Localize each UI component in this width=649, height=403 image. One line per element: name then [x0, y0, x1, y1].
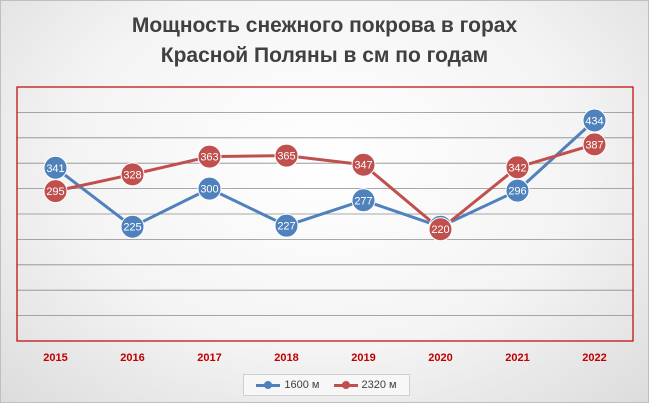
data-point-series-2: [351, 152, 376, 177]
chart-legend: 1600 м 2320 м: [243, 374, 410, 396]
data-label-series-1: 300: [200, 184, 218, 196]
x-tick-label: 2022: [582, 352, 606, 364]
data-label-series-2: 387: [585, 139, 603, 151]
data-point-series-2: [274, 143, 299, 168]
data-point-series-2: [120, 162, 145, 187]
data-label-series-2: 347: [354, 160, 372, 172]
legend-swatch-series-2: [333, 380, 358, 389]
data-point-series-1: [274, 213, 299, 238]
data-label-series-1: 296: [508, 186, 526, 198]
series-line-1: [54, 119, 596, 229]
x-tick-label: 2016: [120, 352, 144, 364]
data-point-series-1: [120, 214, 145, 239]
x-tick-label: 2015: [43, 352, 67, 364]
data-label-series-2: 295: [46, 186, 64, 198]
data-label-series-1: 434: [585, 116, 603, 128]
data-point-series-1: [351, 188, 376, 213]
data-label-series-2: 328: [123, 169, 141, 181]
data-label-series-1: 225: [123, 222, 141, 234]
x-tick-label: 2018: [274, 352, 298, 364]
data-point-series-2: [197, 144, 222, 169]
chart-title: Мощность снежного покрова в горах Красно…: [1, 11, 648, 71]
plot-area-border: [16, 86, 634, 342]
legend-item-series-2: 2320 м: [333, 379, 397, 391]
data-label-series-1: 277: [354, 195, 372, 207]
data-label-series-1: 341: [46, 163, 64, 175]
legend-item-series-1: 1600 м: [256, 379, 320, 391]
series-line-2: [55, 142, 595, 231]
legend-label-series-2: 2320 м: [361, 379, 397, 391]
x-tick-label: 2017: [197, 352, 221, 364]
data-point-series-2: [582, 132, 607, 157]
legend-label-series-1: 1600 м: [284, 379, 320, 391]
data-label-series-1: 227: [277, 221, 295, 233]
data-label-series-2: 363: [200, 152, 218, 164]
x-tick-label: 2021: [505, 352, 529, 364]
chart-title-line-1: Мощность снежного покрова в горах: [131, 14, 518, 37]
x-tick-label: 2020: [428, 352, 452, 364]
data-point-series-1: [582, 108, 607, 133]
data-point-series-2: [505, 155, 530, 180]
data-label-series-2: 220: [431, 224, 449, 236]
chart-title-line-2: Красной Поляны в см по годам: [160, 44, 489, 67]
x-tick-label: 2019: [351, 352, 375, 364]
data-label-series-2: 342: [508, 162, 526, 174]
legend-swatch-series-1: [256, 380, 281, 389]
data-point-series-2: [428, 217, 453, 242]
data-point-series-1: [197, 176, 222, 201]
data-point-series-2: [43, 179, 68, 204]
data-label-series-2: 365: [277, 151, 295, 163]
